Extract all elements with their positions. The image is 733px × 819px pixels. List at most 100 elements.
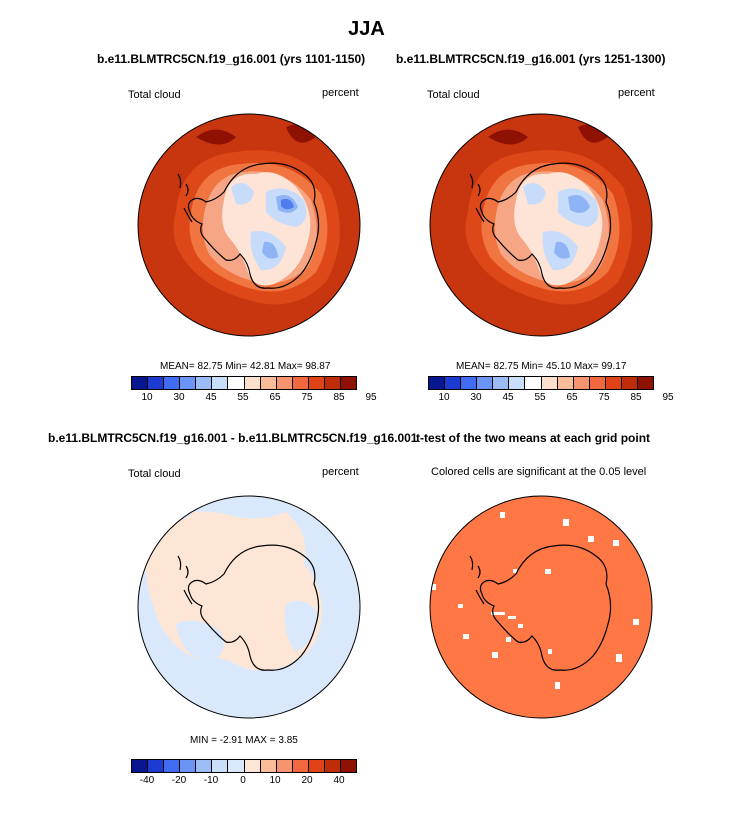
colorbar-tick-label: 55 <box>534 392 546 403</box>
panel-4-insignificant-cell <box>492 652 498 658</box>
colorbar-swatch <box>292 377 309 389</box>
colorbar-swatch <box>148 760 165 772</box>
panel-1-high-cloud <box>196 129 236 145</box>
panel-3-units-label: percent <box>322 466 359 478</box>
colorbar-swatch <box>341 377 357 389</box>
colorbar-swatch <box>541 377 558 389</box>
panel-3-variable-label: Total cloud <box>128 468 181 480</box>
colorbar-swatch <box>276 760 293 772</box>
panel-2-map-border <box>429 113 653 337</box>
panel-4-insignificant-cell <box>563 519 569 526</box>
panel-1-low-cloud <box>231 183 254 205</box>
colorbar-swatch <box>461 377 478 389</box>
colorbar-swatch <box>244 377 261 389</box>
panel-4-insignificant-cell <box>588 536 594 542</box>
colorbar-swatch <box>638 377 654 389</box>
panel-2-low-cloud <box>523 183 546 205</box>
panel-2-title: b.e11.BLMTRC5CN.f19_g16.001 (yrs 1251-13… <box>396 52 666 66</box>
colorbar-tick-label: 10 <box>269 775 281 786</box>
colorbar-swatch <box>292 760 309 772</box>
colorbar-swatch <box>196 377 213 389</box>
colorbar-swatch <box>509 377 526 389</box>
colorbar-swatch <box>228 760 245 772</box>
panel-1-colorbar-ticks: 10 30 45 55 65 75 85 95 <box>131 392 376 406</box>
colorbar-tick-label: 65 <box>566 392 578 403</box>
panel-3-negative-region <box>176 620 224 664</box>
colorbar-swatch <box>196 760 213 772</box>
panel-3-colorbar <box>131 759 357 773</box>
colorbar-tick-label: 75 <box>598 392 610 403</box>
colorbar-swatch <box>605 377 622 389</box>
colorbar-tick-label: 10 <box>141 392 153 403</box>
colorbar-swatch <box>260 760 277 772</box>
panel-2-coastline <box>469 173 485 223</box>
colorbar-swatch <box>557 377 574 389</box>
colorbar-tick-label: 10 <box>438 392 450 403</box>
panel-4-insignificant-cell <box>613 540 619 546</box>
panel-3-map-border <box>137 495 361 719</box>
panel-4-insignificant-cell <box>616 654 622 662</box>
panel-4-insignificant-cell <box>518 624 523 628</box>
colorbar-swatch <box>308 377 325 389</box>
colorbar-swatch <box>228 377 245 389</box>
colorbar-tick-label: 30 <box>470 392 482 403</box>
panel-1-title: b.e11.BLMTRC5CN.f19_g16.001 (yrs 1101-11… <box>97 52 366 66</box>
colorbar-tick-label: 30 <box>173 392 185 403</box>
panel-4-insignificant-cell <box>555 682 560 689</box>
panel-1-coastline <box>187 162 320 289</box>
colorbar-swatch <box>260 377 277 389</box>
panel-1-variable-label: Total cloud <box>128 89 181 101</box>
panel-4-insignificant-cell <box>431 584 436 590</box>
panel-3-map <box>137 495 361 719</box>
colorbar-swatch <box>148 377 165 389</box>
panel-1-units-label: percent <box>322 87 359 99</box>
panel-4-insignificant-cell <box>633 619 639 625</box>
panel-1-low-cloud <box>281 198 294 210</box>
colorbar-swatch <box>341 760 357 772</box>
panel-1-colorbar <box>131 376 357 390</box>
colorbar-tick-label: -20 <box>171 775 187 786</box>
panel-4-insignificant-cell <box>506 637 511 642</box>
colorbar-tick-label: -40 <box>139 775 155 786</box>
panel-4-insignificant-cell <box>545 569 551 574</box>
colorbar-swatch <box>477 377 494 389</box>
panel-2-low-cloud <box>554 241 570 259</box>
panel-2-stats: MEAN= 82.75 Min= 45.10 Max= 99.17 <box>456 361 627 372</box>
panel-1-map <box>137 113 361 337</box>
colorbar-tick-label: 75 <box>301 392 313 403</box>
colorbar-tick-label: 95 <box>662 392 674 403</box>
colorbar-tick-label: 95 <box>365 392 377 403</box>
panel-1-low-cloud <box>262 241 278 259</box>
panel-3-coastline <box>177 555 193 605</box>
panel-4-map <box>429 495 653 719</box>
colorbar-swatch <box>276 377 293 389</box>
panel-4-insignificant-cell <box>508 616 516 619</box>
colorbar-swatch <box>445 377 462 389</box>
panel-3-negative-region <box>284 600 318 652</box>
panel-4-coastline <box>469 555 485 605</box>
colorbar-tick-label: 55 <box>237 392 249 403</box>
panel-2-variable-label: Total cloud <box>427 89 480 101</box>
colorbar-swatch <box>212 377 229 389</box>
panel-1-coastline <box>177 173 193 223</box>
colorbar-swatch <box>525 377 542 389</box>
panel-4-insignificant-cell <box>491 612 505 615</box>
panel-2-low-cloud <box>568 194 590 213</box>
panel-4-significance-field <box>430 496 652 718</box>
colorbar-tick-label: 45 <box>205 392 217 403</box>
colorbar-tick-label: 0 <box>240 775 246 786</box>
panel-4-note: Colored cells are significant at the 0.0… <box>431 466 647 478</box>
panel-3-stats: MIN = -2.91 MAX = 3.85 <box>190 735 298 746</box>
panel-4-coastline <box>479 544 612 671</box>
panel-3-coastline <box>187 544 320 671</box>
colorbar-tick-label: 65 <box>269 392 281 403</box>
panel-4-insignificant-cell <box>463 634 469 639</box>
colorbar-swatch <box>493 377 510 389</box>
colorbar-swatch <box>324 377 342 389</box>
colorbar-swatch <box>324 760 342 772</box>
colorbar-swatch <box>308 760 325 772</box>
colorbar-swatch <box>244 760 261 772</box>
panel-2-map <box>429 113 653 337</box>
panel-4-insignificant-cell <box>548 649 552 654</box>
panel-4-insignificant-cells <box>431 512 639 689</box>
